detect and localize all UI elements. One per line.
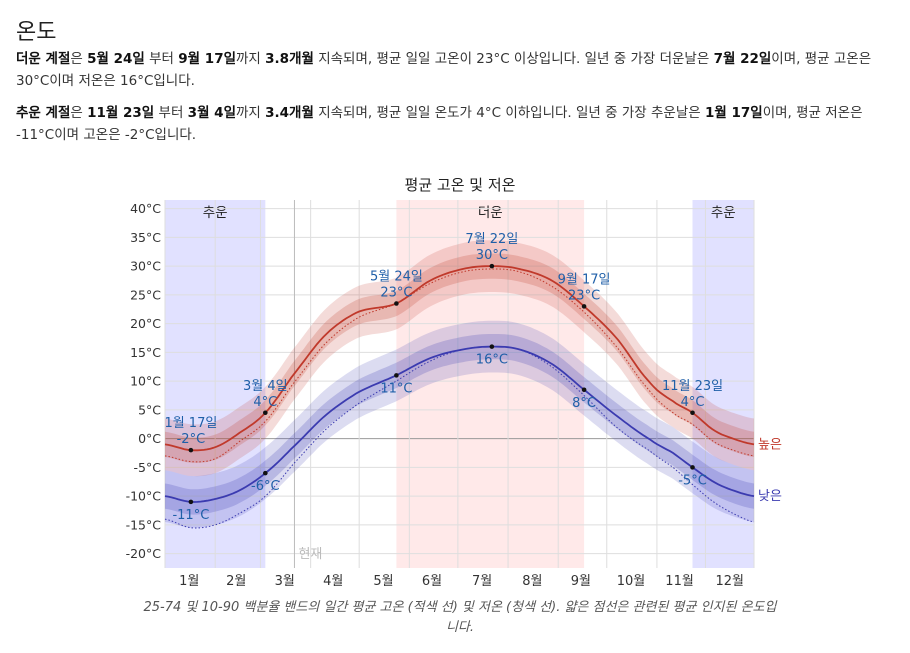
annotation-date: 1월 17일 xyxy=(164,416,217,431)
x-tick-label: 8월 xyxy=(522,574,542,589)
season-band xyxy=(692,200,754,568)
summary-text: 은 xyxy=(70,105,88,121)
annotation-temp: -11°C xyxy=(172,508,209,523)
y-tick-label: 15°C xyxy=(130,345,161,360)
season-bands: 추운 더운 추운 xyxy=(165,200,754,568)
x-tick-label: 5월 xyxy=(373,574,393,589)
y-tick-label: -20°C xyxy=(126,546,162,561)
cold-season-label: 추운 계절 xyxy=(16,105,71,121)
x-tick-label: 10월 xyxy=(617,574,646,589)
annotation-temp: -5°C xyxy=(678,473,707,488)
hottest-day: 7월 22일 xyxy=(713,51,772,67)
chart-title: 평균 고온 및 저온 xyxy=(405,176,516,194)
summary-text: 지속되며, 평균 일일 고온이 23°C 이상입니다. 일년 중 가장 더운날은 xyxy=(313,51,714,67)
cold-season-end: 3월 4일 xyxy=(187,105,236,121)
annotation-temp: 30°C xyxy=(476,248,508,263)
annotation-point xyxy=(489,344,495,349)
x-tick-label: 1월 xyxy=(179,574,199,589)
annotation-temp: 23°C xyxy=(380,286,412,301)
cold-season-start: 11월 23일 xyxy=(87,105,155,121)
annotation-date: 9월 17일 xyxy=(558,272,611,287)
hot-season-start: 5월 24일 xyxy=(87,51,145,67)
chart-caption: 25-74 및 10-90 백분율 밴드의 일간 평균 고온 (적색 선) 및 … xyxy=(143,600,777,635)
annotation-point xyxy=(263,470,268,476)
axis-labels: 40°C 35°C 30°C 25°C 20°C 15°C 10°C 5°C 0°C -5°C -1… xyxy=(126,201,782,589)
annotation-point xyxy=(394,373,399,378)
band-10-90 xyxy=(165,320,754,528)
x-tick-label: 4월 xyxy=(323,574,343,589)
annotation-point xyxy=(188,447,194,453)
y-tick-label: -15°C xyxy=(126,517,162,532)
annotation-point xyxy=(263,410,268,416)
annotation-date: 5월 24일 xyxy=(370,270,423,285)
y-tick-label: 25°C xyxy=(130,287,161,302)
mean-line xyxy=(164,345,755,503)
summary-text: 부터 xyxy=(154,105,188,121)
x-tick-label: 6월 xyxy=(422,574,442,589)
y-tick-label: 20°C xyxy=(130,316,161,331)
annotation-date: 7월 22일 xyxy=(465,232,518,247)
annotation-temp: 23°C xyxy=(568,288,600,303)
summary-text: 이며, 평균 저온은 -11°C이며 고온은 -2°C입니다. xyxy=(16,105,863,143)
mean-line xyxy=(164,265,755,452)
annotation-point xyxy=(690,465,695,470)
page-title: 온도 xyxy=(16,20,57,45)
x-tick-label: 7월 xyxy=(472,574,492,589)
cold-season-summary: 추운 계절은 11월 23일 부터 3월 4일까지 3.4개월 지속되며, 평균… xyxy=(16,102,894,146)
summary-text: 부터 xyxy=(144,51,179,67)
x-tick-label: 11월 xyxy=(665,574,694,589)
annotation-temp: 4°C xyxy=(681,395,705,410)
x-tick-label: 3월 xyxy=(275,574,295,589)
annotation-point xyxy=(581,387,587,393)
annotation-point xyxy=(690,410,695,416)
y-tick-label: 5°C xyxy=(138,402,161,417)
annotation-temp: 4°C xyxy=(253,395,277,410)
annotation-point xyxy=(581,304,587,309)
y-tick-label: -5°C xyxy=(134,460,162,475)
annotation-temp: 8°C xyxy=(572,396,596,411)
summary-text: 은 xyxy=(70,51,88,67)
x-tick-label: 2월 xyxy=(226,574,246,589)
y-tick-label: 40°C xyxy=(130,201,161,216)
series-end-label: 낮은 xyxy=(758,489,782,504)
band-25-75 xyxy=(165,253,754,463)
grid-lines: 현재 xyxy=(164,200,755,568)
season-label: 더운 xyxy=(478,205,503,221)
today-label: 현재 xyxy=(298,547,322,562)
annotation-temp: -6°C xyxy=(251,479,280,494)
hot-season-duration: 3.8개월 xyxy=(265,51,314,67)
summary-text: 까지 xyxy=(236,105,266,121)
y-tick-label: 10°C xyxy=(130,374,161,389)
annotation-point xyxy=(489,263,495,269)
annotation-temp: 11°C xyxy=(380,381,412,396)
hot-season-end: 9월 17일 xyxy=(178,51,237,67)
hot-season-label: 더운 계절 xyxy=(16,51,71,67)
annotation-temp: 16°C xyxy=(476,353,508,368)
temperature-chart: 추운 더운 추운 현재 1월 17일-2°C3월 4일4°C5월 24일23°C7월… xyxy=(126,176,782,589)
y-tick-label: 35°C xyxy=(130,230,161,245)
coldest-day: 1월 17일 xyxy=(704,105,763,121)
season-label: 추운 xyxy=(711,205,736,221)
annotation-date: 3월 4일 xyxy=(243,379,288,394)
season-band xyxy=(396,200,585,568)
annotation-point xyxy=(394,301,399,306)
band-10-90 xyxy=(165,240,754,477)
hot-season-summary: 더운 계절은 5월 24일 부터 9월 17일까지 3.8개월 지속되며, 평균… xyxy=(16,48,894,92)
cold-season-duration: 3.4개월 xyxy=(265,105,314,121)
y-tick-label: -10°C xyxy=(126,489,162,504)
series-lines xyxy=(164,265,755,529)
annotation-point xyxy=(188,499,194,505)
summary-text: 까지 xyxy=(236,51,266,67)
summary-text: 지속되며, 평균 일일 온도가 4°C 이하입니다. 일년 중 가장 추운날은 xyxy=(313,105,705,121)
y-tick-label: 30°C xyxy=(130,259,161,274)
annotation-date: 11월 23일 xyxy=(662,379,723,394)
summary-text: 이며, 평균 고온은 30°C이며 저온은 16°C입니다. xyxy=(16,51,872,89)
series-end-label: 높은 xyxy=(758,437,782,452)
y-tick-label: 0°C xyxy=(138,431,161,446)
x-tick-label: 12월 xyxy=(715,574,744,589)
annotation-temp: -2°C xyxy=(177,432,206,447)
x-tick-label: 9월 xyxy=(571,574,591,589)
